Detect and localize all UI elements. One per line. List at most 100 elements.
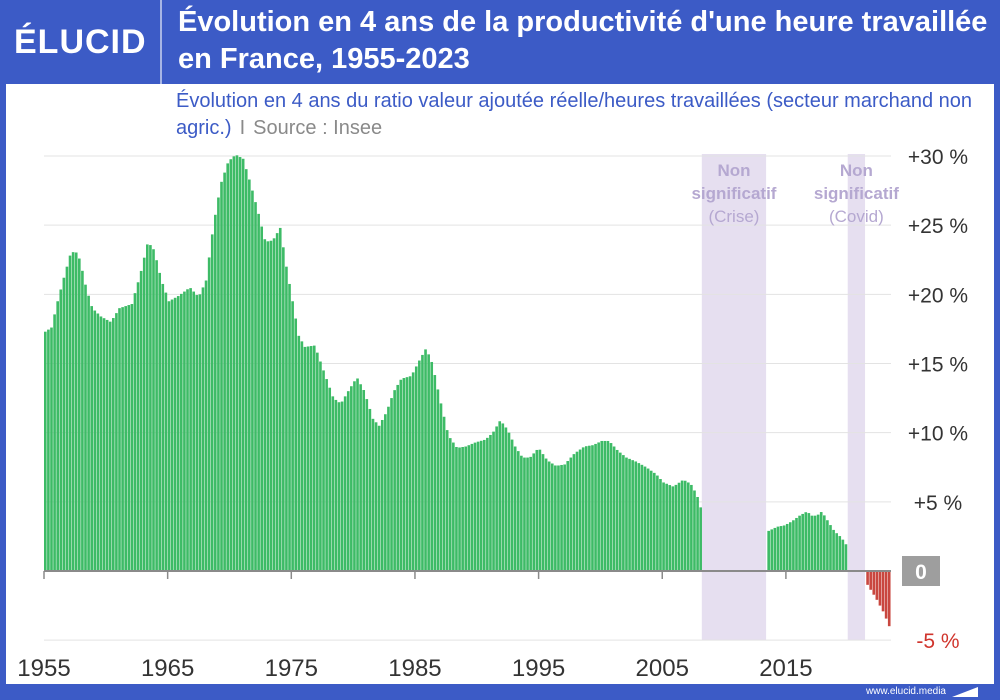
bar xyxy=(316,352,319,571)
bar xyxy=(201,287,205,571)
bar xyxy=(374,422,378,571)
bar xyxy=(810,515,814,571)
elucid-logo: ÉLUCID xyxy=(14,23,147,61)
bar xyxy=(788,522,792,571)
bar xyxy=(118,308,121,571)
bar xyxy=(350,386,353,571)
bar xyxy=(288,283,291,571)
bar xyxy=(300,341,304,571)
bar xyxy=(235,155,239,571)
bar xyxy=(384,414,387,571)
shaded-region-label-1: significatif xyxy=(691,184,776,203)
bar xyxy=(643,466,647,571)
bar xyxy=(529,456,532,571)
bar xyxy=(152,249,155,571)
bar xyxy=(544,458,548,571)
bar xyxy=(186,289,189,571)
bar xyxy=(866,571,869,585)
bar xyxy=(96,313,100,571)
bar xyxy=(656,475,659,571)
bar xyxy=(220,181,223,572)
x-tick-label: 1975 xyxy=(265,655,318,682)
bar xyxy=(690,484,693,571)
bar xyxy=(433,375,437,571)
bar xyxy=(155,260,158,571)
bar xyxy=(291,301,294,571)
bar xyxy=(238,157,242,571)
bar xyxy=(520,455,523,571)
bar xyxy=(513,446,517,571)
bar xyxy=(615,449,619,571)
bar xyxy=(785,523,789,571)
bar xyxy=(807,513,811,571)
bar xyxy=(538,449,542,571)
bar xyxy=(782,525,786,571)
bar xyxy=(74,252,78,572)
bar xyxy=(659,479,662,571)
bar xyxy=(532,453,536,571)
bar xyxy=(167,301,171,571)
shaded-region-label-2: Non xyxy=(840,161,873,180)
bar xyxy=(516,451,520,571)
chart-subtitle: Évolution en 4 ans du ratio valeur ajout… xyxy=(176,88,976,142)
bar xyxy=(139,270,143,571)
bar xyxy=(337,402,341,571)
bar xyxy=(161,283,165,571)
bar xyxy=(130,304,134,571)
bar xyxy=(699,507,702,571)
bar xyxy=(180,293,183,571)
bar xyxy=(476,441,480,571)
y-ticks: -5 % +5 % +10 % +15 % +20 % +25 % +30 % 0 xyxy=(902,146,968,653)
bar xyxy=(872,571,876,595)
bar xyxy=(442,416,446,571)
bar xyxy=(99,316,103,571)
bar xyxy=(226,163,230,571)
bar xyxy=(90,306,93,571)
y-tick-label: +15 % xyxy=(908,354,968,377)
bar xyxy=(368,408,372,571)
bar xyxy=(121,307,124,571)
bar xyxy=(844,544,848,571)
bar xyxy=(241,158,245,571)
bar xyxy=(421,354,424,571)
bar xyxy=(588,445,591,571)
bar xyxy=(207,257,211,571)
header: ÉLUCID Évolution en 4 ans de la producti… xyxy=(0,0,1000,84)
bar xyxy=(510,439,514,571)
bar xyxy=(112,318,115,571)
x-tick-label: 1995 xyxy=(512,655,565,682)
bar xyxy=(414,366,418,571)
bar xyxy=(424,349,427,571)
bar xyxy=(804,512,808,571)
shaded-region-2 xyxy=(847,154,866,640)
bar xyxy=(328,387,332,571)
bar xyxy=(498,421,502,571)
bar xyxy=(452,442,455,571)
shaded-region-label-1: (Crise) xyxy=(708,207,759,226)
bar xyxy=(584,446,588,571)
bar xyxy=(189,288,192,571)
bar xyxy=(649,470,653,571)
bar-chart: 1955 1965 1975 1985 1995 2005 2015 -5 % +5 % +10… xyxy=(17,146,968,682)
bar xyxy=(108,321,112,571)
bar xyxy=(779,526,783,571)
bar xyxy=(563,464,566,571)
bar xyxy=(795,517,798,571)
bar xyxy=(479,440,483,571)
bar xyxy=(869,571,872,590)
bar xyxy=(176,296,180,571)
bar xyxy=(680,480,684,571)
shaded-region-labels: Non significatif (Crise) Non significatif (Co… xyxy=(691,161,899,226)
bar xyxy=(770,529,774,571)
bar xyxy=(408,376,412,571)
bar xyxy=(881,571,885,612)
bar xyxy=(217,197,220,571)
bar xyxy=(887,571,891,627)
zero-badge xyxy=(902,556,940,586)
bar xyxy=(776,526,780,571)
bar xyxy=(792,520,795,571)
bar xyxy=(640,464,644,571)
bar xyxy=(535,449,539,571)
bar xyxy=(458,447,461,571)
